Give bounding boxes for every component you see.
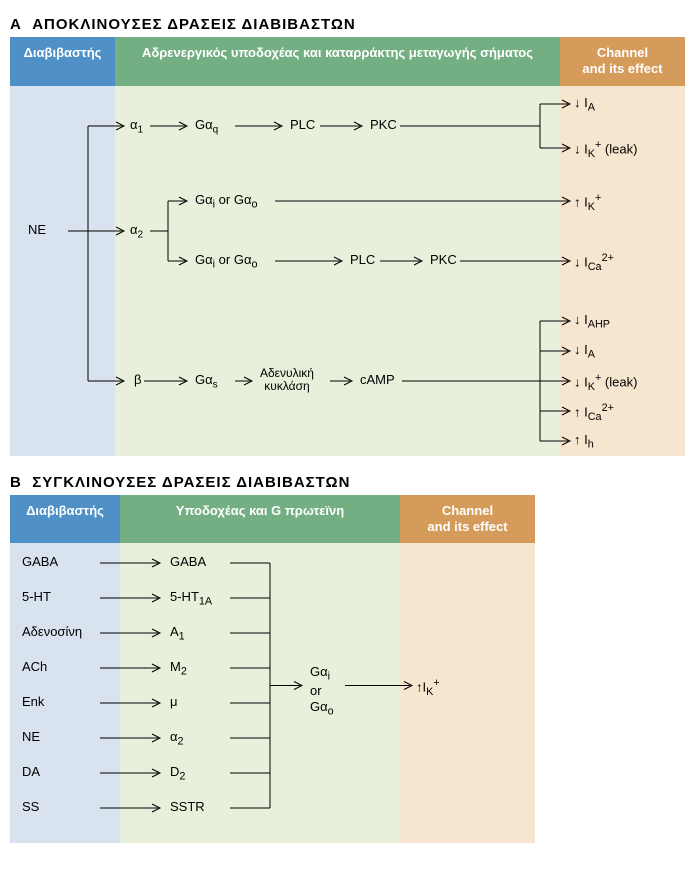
column-header: Channeland its effect (560, 37, 685, 86)
panel-a-body: NEα1α2βGαqPLCPKCGαi or GαoGαi or GαoPLCP… (10, 86, 685, 456)
panel-b-header: ΔιαβιβαστήςΥποδοχέας και G πρωτεϊνηChann… (10, 495, 685, 544)
panel-b-title: B ΣΥΓΚΛΙΝΟΥΣΕΣ ΔΡΑΣΕΙΣ ΔΙΑΒΙΒΑΣΤΩΝ (10, 474, 685, 491)
panel-a-header: ΔιαβιβαστήςΑδρενεργικός υποδοχέας και κα… (10, 37, 685, 86)
panel-b: ΔιαβιβαστήςΥποδοχέας και G πρωτεϊνηChann… (10, 495, 685, 844)
column-body (560, 86, 685, 456)
panel-a-title: A ΑΠΟΚΛΙΝΟΥΣΕΣ ΔΡΑΣΕΙΣ ΔΙΑΒΙΒΑΣΤΩΝ (10, 16, 685, 33)
panel-b-body: GABAGABA5-HT5-HT1AΑδενοσίνηA1AChM2EnkμNE… (10, 543, 685, 843)
panel-a: ΔιαβιβαστήςΑδρενεργικός υποδοχέας και κα… (10, 37, 685, 456)
column-header: Channeland its effect (400, 495, 535, 544)
column-body (10, 543, 120, 843)
column-header: Υποδοχέας και G πρωτεϊνη (120, 495, 400, 544)
column-body (120, 543, 400, 843)
column-body (115, 86, 560, 456)
column-body (400, 543, 535, 843)
column-header: Διαβιβαστής (10, 37, 115, 86)
column-header: Αδρενεργικός υποδοχέας και καταρράκτης μ… (115, 37, 560, 86)
column-body (10, 86, 115, 456)
column-header: Διαβιβαστής (10, 495, 120, 544)
